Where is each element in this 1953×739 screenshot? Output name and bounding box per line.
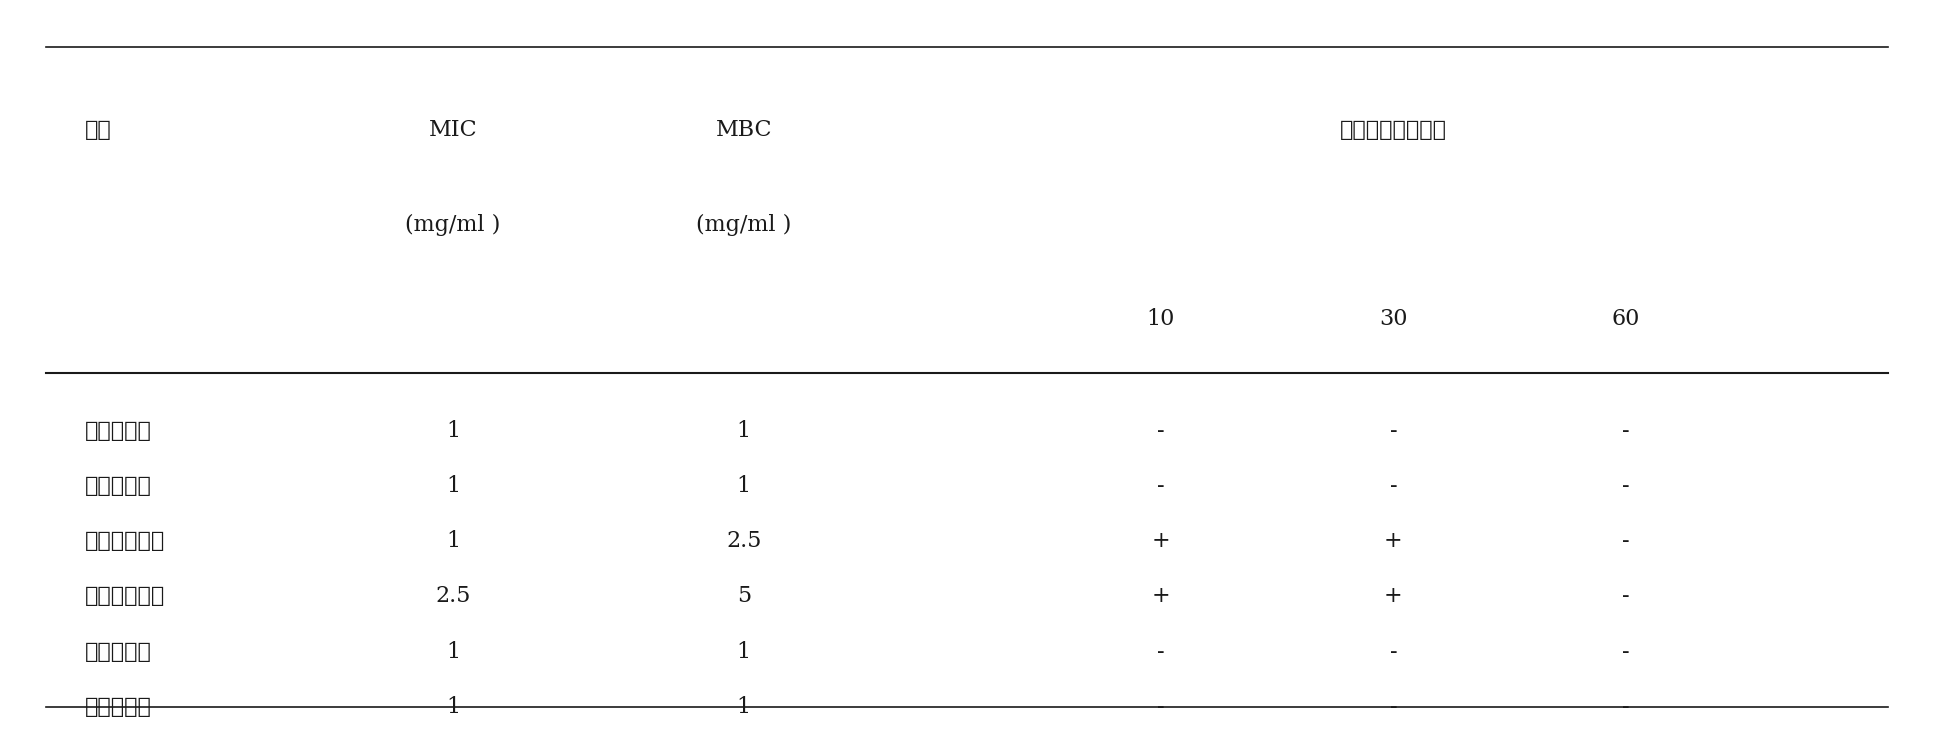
Text: +: + [1385,531,1402,552]
Text: -: - [1156,695,1164,718]
Text: 1: 1 [445,641,461,663]
Text: -: - [1623,420,1631,442]
Text: -: - [1156,475,1164,497]
Text: 1: 1 [736,641,750,663]
Text: MBC: MBC [715,119,771,141]
Text: 1: 1 [736,420,750,442]
Text: -: - [1623,695,1631,718]
Text: (mg/ml ): (mg/ml ) [695,214,791,236]
Text: 白色念珠菌: 白色念珠菌 [84,641,152,661]
Text: 2.5: 2.5 [727,531,762,552]
Text: -: - [1391,641,1396,663]
Text: MIC: MIC [428,119,477,141]
Text: 须癣毛癣菌: 须癣毛癣菌 [84,476,152,497]
Text: 絮状表皮癣菌: 絮状表皮癣菌 [84,531,164,551]
Text: +: + [1152,531,1170,552]
Text: 1: 1 [445,475,461,497]
Text: 1: 1 [736,695,750,718]
Text: +: + [1152,585,1170,607]
Text: 新型隐球菌: 新型隐球菌 [84,697,152,717]
Text: 石膏样毛癣菌: 石膏样毛癣菌 [84,587,164,607]
Text: -: - [1156,420,1164,442]
Text: 1: 1 [736,475,750,497]
Text: -: - [1623,475,1631,497]
Text: 5: 5 [736,585,750,607]
Text: -: - [1156,641,1164,663]
Text: +: + [1385,585,1402,607]
Text: -: - [1623,641,1631,663]
Text: -: - [1391,475,1396,497]
Text: 杀菌时间（分钟）: 杀菌时间（分钟） [1340,120,1447,140]
Text: 1: 1 [445,531,461,552]
Text: 10: 10 [1146,307,1176,330]
Text: -: - [1623,531,1631,552]
Text: 1: 1 [445,420,461,442]
Text: -: - [1391,695,1396,718]
Text: 1: 1 [445,695,461,718]
Text: 60: 60 [1611,307,1641,330]
Text: 30: 30 [1379,307,1408,330]
Text: (mg/ml ): (mg/ml ) [406,214,500,236]
Text: 2.5: 2.5 [436,585,471,607]
Text: 菌株: 菌株 [84,120,111,140]
Text: -: - [1623,585,1631,607]
Text: 红色毛癣菌: 红色毛癣菌 [84,421,152,441]
Text: -: - [1391,420,1396,442]
